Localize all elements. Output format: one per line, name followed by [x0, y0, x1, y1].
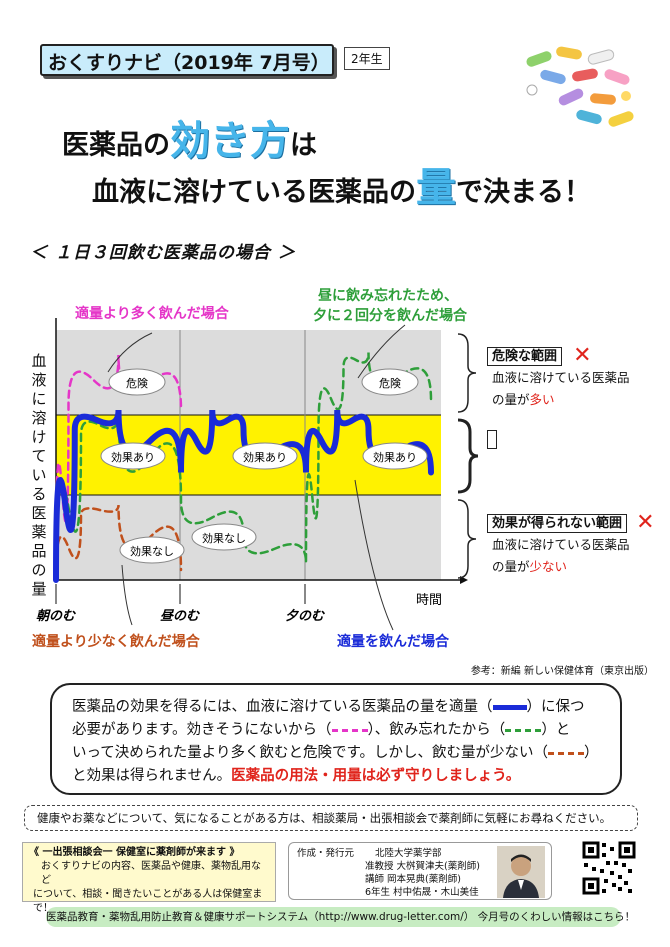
- publisher-p1: 准教授 大桝賀津夫(薬剤師): [365, 861, 480, 872]
- publisher-p3: 6年生 村中佑晟・木山美佳: [365, 887, 479, 898]
- y-axis-label: 血液に溶けている医薬品の量: [31, 352, 47, 598]
- consult-note: 健康やお薬などについて、気になることがある方は、相談薬局・出張相談会で薬剤師に気…: [24, 805, 638, 831]
- explain-p9: 医薬品の用法・用量は必ず守りしましょう。: [231, 768, 521, 784]
- side-effective-head: [487, 429, 497, 449]
- label-over: 適量より多く飲んだ場合: [75, 305, 230, 322]
- explanation-box: 医薬品の効果を得るには、血液に溶けている医薬品の量を適量（ ）に保つ 必要がありま…: [50, 683, 622, 795]
- publisher-org: 北陸大学薬学部: [375, 848, 442, 859]
- xtick-evening: 夕のむ: [285, 608, 325, 624]
- legend-under-line: [548, 751, 585, 755]
- callout-danger-1: [108, 368, 166, 396]
- callout-ok-3-text: 効果あり: [373, 450, 417, 464]
- explain-p5: ）と: [541, 722, 571, 738]
- cross-icon: ✕: [636, 510, 655, 535]
- event-line1: おくすりナビの内容、医薬品や健康、薬物乱用など: [41, 861, 261, 886]
- explain-p1: 医薬品の効果を得るには、血液に溶けている医薬品の量を適量（: [72, 699, 493, 715]
- side-danger: 危険な範囲 ✕: [487, 343, 592, 368]
- callout-none-2-text: 効果なし: [202, 531, 246, 545]
- avatar: [497, 846, 545, 898]
- explain-p4: ）、飲み忘れたから（: [367, 722, 506, 738]
- headline-1b: は: [290, 130, 317, 161]
- drug-level-chart: 危険 危険 効果あり 効果あり 効果あり 効果なし 効果なし 適量より多く飲んだ…: [32, 287, 479, 650]
- xtick-noon: 昼のむ: [160, 609, 200, 624]
- label-forgot-1: 昼に飲み忘れたため、: [318, 287, 458, 304]
- side-danger-t2: の量が多い: [492, 389, 630, 411]
- leader-over: [107, 332, 153, 373]
- case-title: ＜ １日３回飲む医薬品の場合 ＞: [30, 243, 296, 263]
- side-danger-head: 危険な範囲: [487, 347, 563, 366]
- event-line2: について、相談・聞きたいことがある人は保健室まで！: [33, 889, 263, 914]
- side-ineffective-t2b: 少ない: [529, 559, 568, 574]
- explain-p6: いって決められた量より多く飲むと危険です。しかし、飲む量が少ない（: [72, 745, 549, 761]
- brace-danger: [457, 333, 477, 413]
- headline-line-2: 血液に溶けている医薬品の量で決まる！: [92, 155, 591, 213]
- side-effective: [487, 424, 503, 452]
- x-axis-label: 時間: [416, 593, 442, 608]
- headline-1a: 医薬品の: [62, 130, 170, 161]
- callout-ok-2: [232, 442, 298, 470]
- reference: 参考：新編 新しい保健体育（東京出版）: [470, 666, 654, 677]
- callout-none-1: [119, 536, 185, 564]
- callout-none-2: [191, 523, 257, 551]
- label-under: 適量より少なく飲んだ場合: [32, 633, 201, 650]
- callout-none-1-text: 効果なし: [130, 544, 174, 558]
- callout-danger-2-text: 危険: [379, 377, 401, 390]
- callout-danger-2: [361, 368, 419, 396]
- callout-ok-3: [362, 442, 428, 470]
- side-ineffective: 効果が得られない範囲 ✕: [487, 510, 655, 535]
- side-danger-t2a: の量が: [492, 392, 530, 407]
- side-ineffective-t2a: の量が: [492, 559, 530, 574]
- event-title: 《 一出張相談会一 保健室に薬剤師が来ます 》: [29, 847, 240, 858]
- leader-under: [121, 564, 133, 626]
- callout-ok-1-text: 効果あり: [111, 450, 155, 464]
- brace-ineffective: [457, 499, 477, 579]
- explain-p7: ）: [584, 745, 599, 761]
- callout-danger-1-text: 危険: [126, 377, 148, 390]
- legend-forgot-line: [505, 728, 542, 732]
- footer-link[interactable]: 医薬品教育・薬物乱用防止教育＆健康サポートシステム（http://www.dru…: [46, 907, 635, 927]
- cross-icon: ✕: [573, 343, 592, 368]
- series-line-0: [53, 409, 434, 583]
- explain-p8: と効果は得られません。: [72, 768, 232, 784]
- brace-effective: [457, 418, 479, 494]
- header-box: [40, 44, 334, 76]
- label-proper: 適量を飲んだ場合: [337, 633, 450, 650]
- explain-p2: ）に保つ: [526, 699, 585, 715]
- event-box: 《 一出張相談会一 保健室に薬剤師が来ます 》 おくすりナビの内容、医薬品や健康…: [22, 842, 276, 928]
- publisher-p2: 講師 岡本晃典(薬剤師): [365, 874, 461, 885]
- headline-line-1: 医薬品の効き方は: [62, 108, 317, 166]
- explain-p3: 必要があります。効きそうにないから（: [72, 722, 332, 738]
- headline-2b: で決まる！: [456, 177, 591, 208]
- legend-over-line: [331, 728, 368, 732]
- side-danger-t1: 血液に溶けている医薬品: [492, 370, 630, 385]
- label-forgot-2: 夕に２回分を飲んだ場合: [313, 307, 468, 324]
- callout-ok-2-text: 効果あり: [243, 450, 287, 464]
- headline-2-big: 量: [416, 165, 456, 211]
- publisher-label: 作成・発行元: [297, 848, 355, 859]
- callout-ok-1: [100, 442, 166, 470]
- pills-illustration: [526, 46, 634, 127]
- side-ineffective-t2: の量が少ない: [492, 556, 630, 578]
- xtick-morning: 朝のむ: [36, 608, 76, 624]
- headline-1-big: 効き方: [170, 118, 290, 164]
- side-danger-t2b: 多い: [529, 392, 555, 407]
- leader-forgot: [357, 324, 406, 379]
- qr-code-icon[interactable]: [582, 841, 636, 895]
- header-title: おくすりナビ（2019年 7月号）: [48, 52, 330, 74]
- side-ineffective-t1: 血液に溶けている医薬品: [492, 537, 630, 552]
- leader-proper: [354, 479, 394, 631]
- side-danger-text: 血液に溶けている医薬品 の量が多い: [492, 367, 630, 411]
- side-ineffective-head: 効果が得られない範囲: [487, 514, 628, 533]
- series-line-3: [54, 352, 433, 582]
- legend-proper-line: [492, 704, 527, 710]
- grade-badge: 2年生: [344, 47, 390, 70]
- publisher-box: 作成・発行元 北陸大学薬学部 准教授 大桝賀津夫(薬剤師) 講師 岡本晃典(薬剤…: [288, 842, 552, 900]
- headline-2a: 血液に溶けている医薬品の: [92, 177, 416, 208]
- side-ineffective-text: 血液に溶けている医薬品 の量が少ない: [492, 534, 630, 578]
